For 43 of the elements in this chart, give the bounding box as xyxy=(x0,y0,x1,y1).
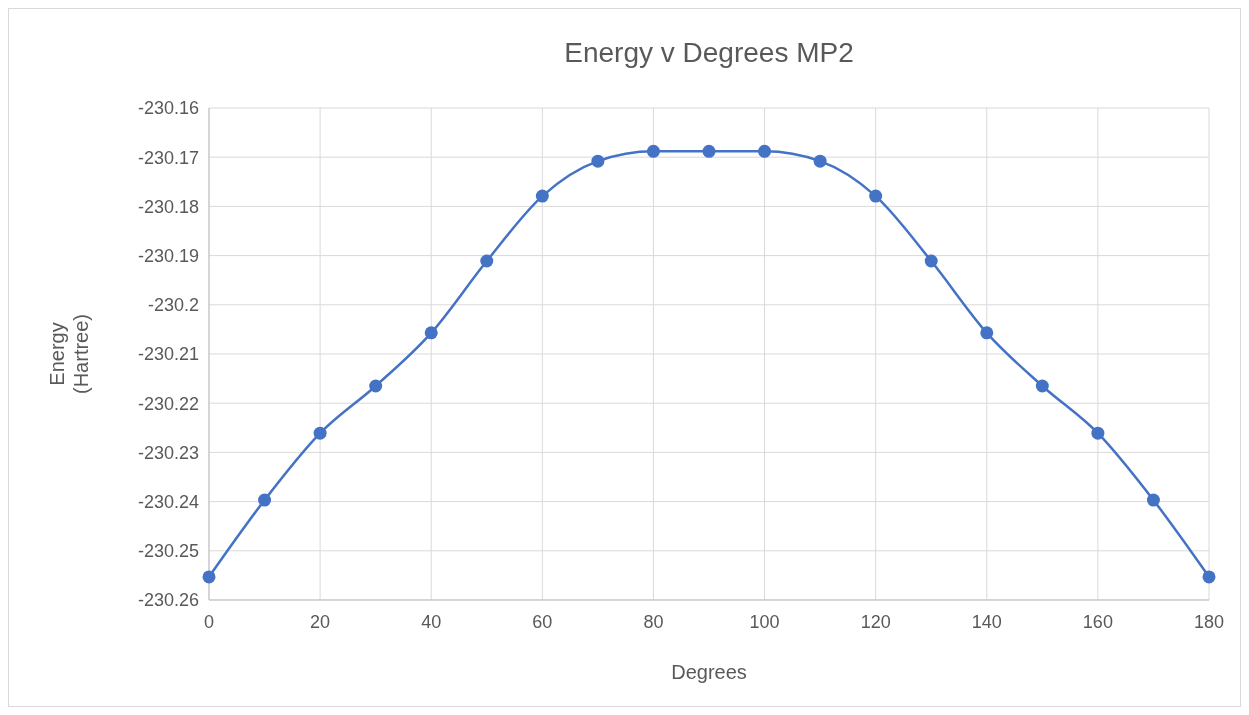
x-tick-label: 60 xyxy=(532,612,553,632)
point xyxy=(591,154,605,168)
x-tick-label: 0 xyxy=(203,612,215,632)
point xyxy=(369,379,383,393)
point xyxy=(1202,570,1216,584)
x-tick-label: 140 xyxy=(971,612,1002,632)
x-tick-label: 40 xyxy=(421,612,442,632)
y-tick-label: -230.17 xyxy=(137,147,199,168)
x-tick-label: 120 xyxy=(860,612,891,632)
x-tick-label: 100 xyxy=(749,612,780,632)
point xyxy=(646,144,660,158)
y-tick-label: -230.24 xyxy=(137,491,199,512)
point xyxy=(1091,426,1105,440)
point xyxy=(480,254,494,268)
y-tick-label: -230.2 xyxy=(147,295,199,316)
point xyxy=(535,189,549,203)
point xyxy=(758,144,772,158)
x-tick-label: 20 xyxy=(310,612,331,632)
y-tick-label: -230.22 xyxy=(137,393,199,414)
y-axis-title: Energy (Hartree) xyxy=(46,313,92,395)
point xyxy=(1146,493,1160,507)
x-tick-label: 180 xyxy=(1193,612,1225,632)
x-tick-label: 80 xyxy=(643,612,664,632)
point xyxy=(924,254,938,268)
point xyxy=(980,326,994,340)
point xyxy=(813,154,827,168)
y-tick-label: -230.16 xyxy=(137,98,199,119)
x-tick-label: 160 xyxy=(1082,612,1113,632)
chart-title: Energy v Degrees MP2 xyxy=(564,37,854,68)
y-tick-label: -230.19 xyxy=(137,245,199,266)
y-tick-label: -230.21 xyxy=(137,344,199,365)
y-tick-label: -230.23 xyxy=(137,442,199,463)
point xyxy=(869,189,883,203)
y-tick-label: -230.18 xyxy=(137,196,199,217)
point xyxy=(313,426,327,440)
point xyxy=(424,326,438,340)
y-tick-label: -230.26 xyxy=(137,590,199,611)
y-tick-label: -230.25 xyxy=(137,541,199,562)
x-axis-title: Degrees xyxy=(671,661,747,683)
point xyxy=(702,144,716,158)
point xyxy=(258,493,272,507)
point xyxy=(202,570,216,584)
point xyxy=(1035,379,1049,393)
